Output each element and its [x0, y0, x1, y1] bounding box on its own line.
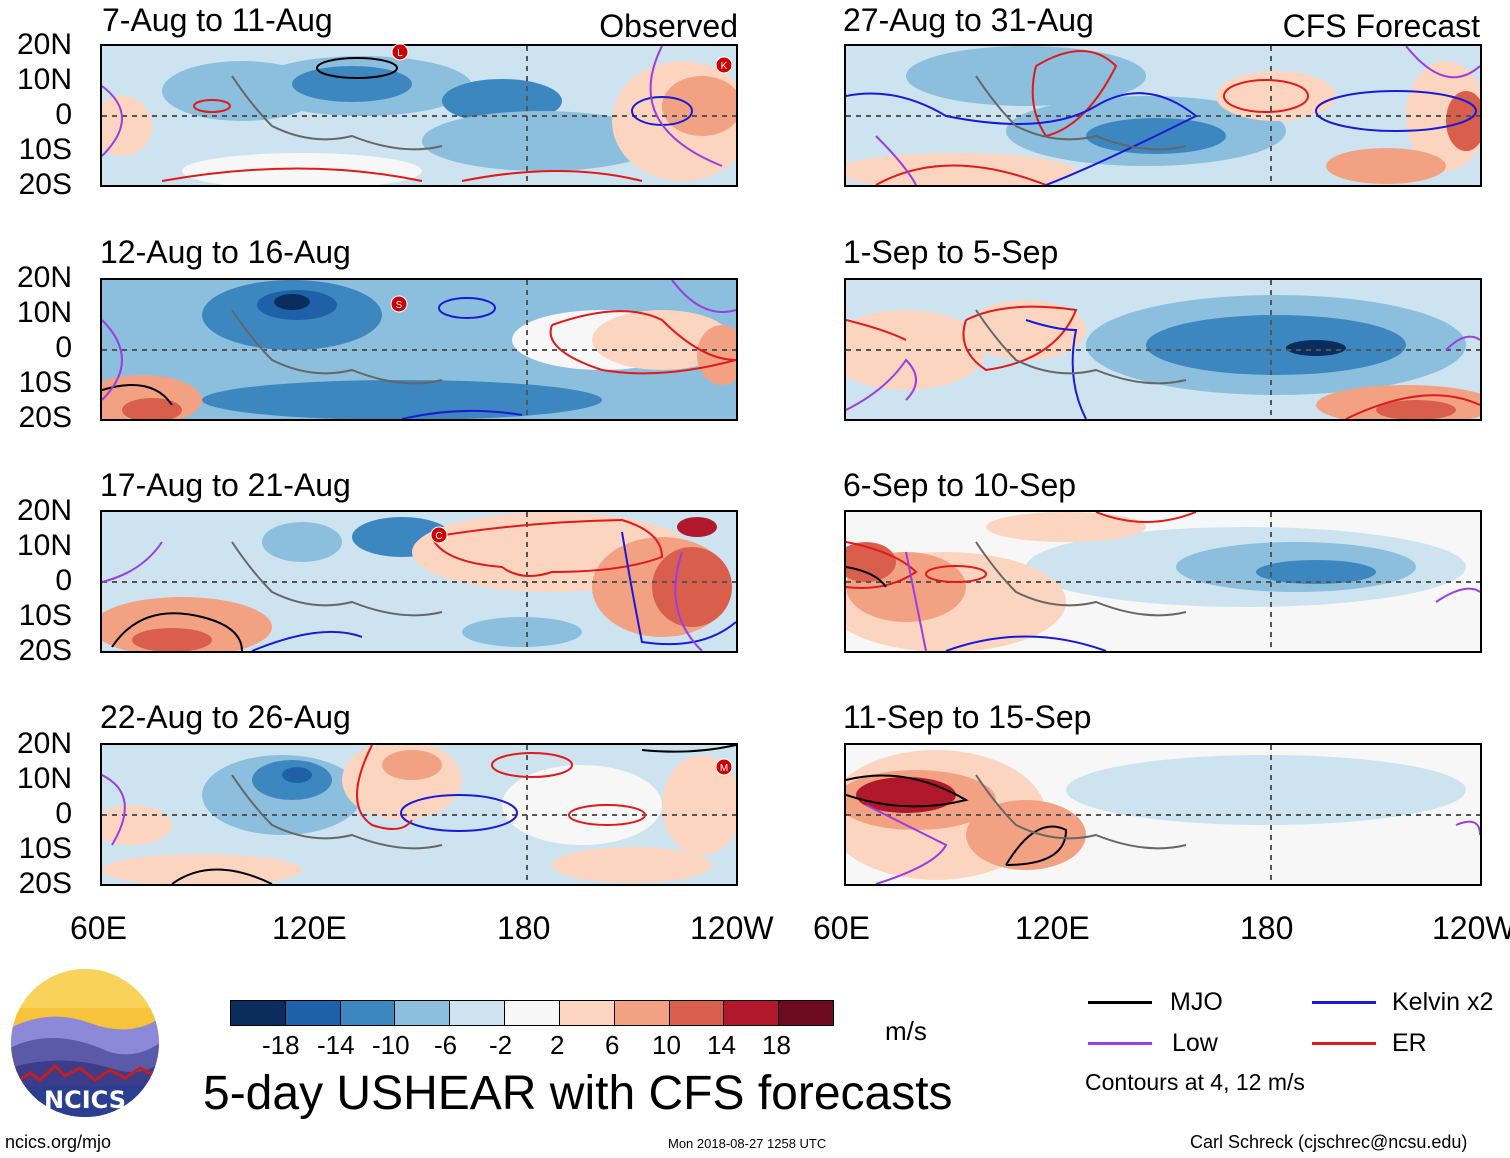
panel-title: 1-Sep to 5-Sep — [843, 234, 1059, 270]
lon-label: 120W — [690, 910, 774, 946]
shear-map — [100, 44, 738, 187]
colorbar-swatch — [395, 1001, 451, 1025]
storm-marker: C — [430, 526, 448, 544]
colorbar-swatch — [505, 1001, 560, 1025]
ncics-logo: NCICS — [10, 968, 160, 1118]
footer-timestamp: Mon 2018-08-27 1258 UTC — [668, 1136, 827, 1151]
colorbar-tick: 6 — [605, 1030, 620, 1060]
storm-marker: M — [715, 758, 733, 776]
lat-label: 0 — [55, 331, 72, 364]
storm-marker: L — [391, 43, 409, 61]
panel-title: 12-Aug to 16-Aug — [100, 234, 351, 270]
colorbar-swatch — [285, 1001, 341, 1025]
shear-map — [100, 278, 738, 421]
logo-text: NCICS — [44, 1086, 126, 1114]
lat-label: 20S — [18, 401, 72, 434]
lat-label: 10N — [16, 296, 72, 329]
lat-label: 20S — [18, 634, 72, 667]
colorbar-tick: -6 — [434, 1030, 458, 1060]
legend-line-er — [1312, 1042, 1376, 1045]
colorbar-swatch — [614, 1001, 670, 1025]
lon-label: 180 — [497, 910, 551, 946]
lat-label: 20S — [18, 168, 72, 201]
legend-note: Contours at 4, 12 m/s — [1085, 1069, 1305, 1095]
footer-url[interactable]: ncics.org/mjo — [5, 1132, 112, 1152]
panel-title: 27-Aug to 31-Aug — [843, 2, 1094, 38]
panel-title: 6-Sep to 10-Sep — [843, 467, 1077, 503]
figure-title: 5-day USHEAR with CFS forecasts — [203, 1067, 953, 1120]
colorbar-swatch — [669, 1001, 725, 1025]
lat-label: 20N — [16, 727, 72, 760]
colorbar-swatch — [340, 1001, 396, 1025]
colorbar-units: m/s — [885, 1016, 927, 1046]
legend-label-mjo: MJO — [1170, 988, 1223, 1016]
storm-marker: S — [390, 295, 408, 313]
legend-line-kelvin — [1312, 1001, 1376, 1004]
lon-label: 120E — [1015, 910, 1090, 946]
panel-title: 22-Aug to 26-Aug — [100, 699, 351, 735]
lon-label: 60E — [813, 910, 870, 946]
storm-marker: K — [715, 56, 733, 74]
legend-label-kelvin: Kelvin x2 — [1392, 988, 1494, 1016]
colorbar-tick: -2 — [489, 1030, 513, 1060]
lat-label: 0 — [55, 797, 72, 830]
shear-map — [100, 743, 738, 886]
lat-label: 10S — [18, 133, 72, 166]
svg-text:C: C — [435, 531, 442, 542]
colorbar-tick: -10 — [372, 1030, 410, 1060]
footer-author: Carl Schreck (cjschrec@ncsu.edu) — [1190, 1132, 1468, 1152]
colorbar-swatch — [231, 1001, 286, 1025]
panel-title: 11-Sep to 15-Sep — [843, 699, 1092, 735]
legend-line-low — [1088, 1042, 1152, 1045]
lat-label: 10S — [18, 832, 72, 865]
legend-line-mjo — [1088, 1001, 1152, 1004]
observed-label: Observed — [599, 8, 738, 44]
lat-label: 20N — [16, 28, 72, 61]
svg-text:L: L — [397, 48, 403, 59]
colorbar-tick: 14 — [707, 1030, 736, 1060]
lon-label: 180 — [1240, 910, 1294, 946]
lat-label: 10N — [16, 529, 72, 562]
lat-label: 10S — [18, 366, 72, 399]
lon-label: 120W — [1432, 910, 1510, 946]
colorbar-tick: -18 — [262, 1030, 300, 1060]
colorbar-swatch — [450, 1001, 506, 1025]
lat-label: 10N — [16, 762, 72, 795]
legend-label-low: Low — [1172, 1029, 1218, 1057]
lon-label: 120E — [272, 910, 347, 946]
lat-label: 20N — [16, 261, 72, 294]
lat-label: 20S — [18, 867, 72, 900]
svg-text:M: M — [720, 763, 728, 774]
panel-title: 17-Aug to 21-Aug — [100, 467, 351, 503]
colorbar-tick: 10 — [652, 1030, 681, 1060]
lat-label: 20N — [16, 494, 72, 527]
colorbar-swatch — [559, 1001, 615, 1025]
shear-map — [844, 510, 1482, 653]
shear-map — [844, 278, 1482, 421]
colorbar-swatch — [724, 1001, 780, 1025]
lat-label: 10N — [16, 63, 72, 96]
svg-text:K: K — [721, 61, 728, 72]
shear-map — [844, 743, 1482, 886]
colorbar-tick: -14 — [317, 1030, 355, 1060]
shear-map — [100, 510, 738, 653]
lon-label: 60E — [70, 910, 127, 946]
colorbar-tick: 18 — [762, 1030, 791, 1060]
legend-label-er: ER — [1392, 1029, 1427, 1057]
lat-label: 0 — [55, 98, 72, 131]
panel-title: 7-Aug to 11-Aug — [102, 2, 333, 38]
shear-map — [844, 44, 1482, 187]
colorbar-tick: 2 — [550, 1030, 565, 1060]
forecast-label: CFS Forecast — [1282, 8, 1480, 44]
lat-label: 10S — [18, 599, 72, 632]
colorbar-swatch — [779, 1001, 833, 1025]
lat-label: 0 — [55, 564, 72, 597]
svg-text:S: S — [396, 300, 403, 311]
colorbar — [230, 1000, 834, 1026]
